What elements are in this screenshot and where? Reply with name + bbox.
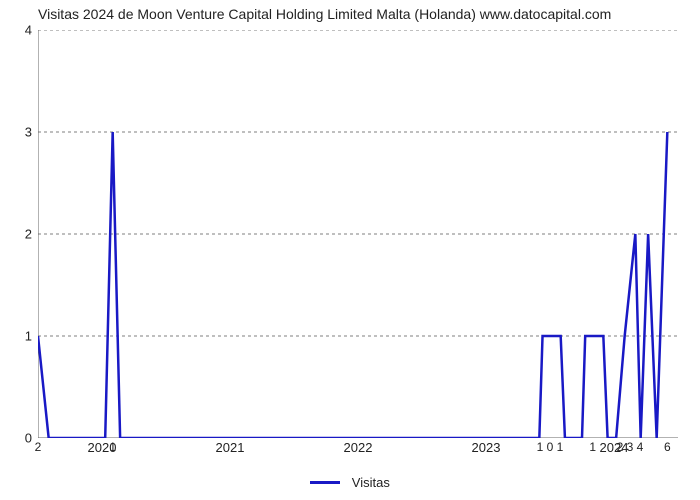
x-tick-label: 2023 [472, 440, 501, 455]
point-label: 2 [35, 440, 42, 454]
point-label: 1 0 1 [537, 440, 564, 454]
x-tick-label: 2022 [344, 440, 373, 455]
legend: Visitas [0, 474, 700, 490]
y-tick-label: 4 [10, 23, 32, 38]
y-tick-label: 3 [10, 125, 32, 140]
point-label: 1 [109, 440, 116, 454]
x-tick-label: 2021 [216, 440, 245, 455]
chart-title: Visitas 2024 de Moon Venture Capital Hol… [38, 6, 611, 22]
legend-swatch [310, 481, 340, 484]
visits-chart: Visitas 2024 de Moon Venture Capital Hol… [0, 0, 700, 500]
y-tick-label: 0 [10, 431, 32, 446]
plot-area [38, 30, 678, 438]
point-label: 6 [664, 440, 671, 454]
y-tick-label: 2 [10, 227, 32, 242]
legend-label: Visitas [352, 475, 390, 490]
point-label: 1 [589, 440, 596, 454]
y-tick-label: 1 [10, 329, 32, 344]
point-label: 2 3 4 [617, 440, 644, 454]
